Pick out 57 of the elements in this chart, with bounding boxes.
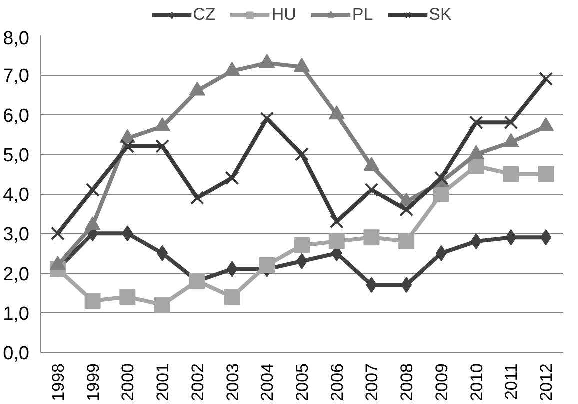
point: [154, 296, 171, 313]
point: [224, 289, 240, 306]
point: [400, 202, 414, 217]
point: [503, 166, 520, 182]
point: [433, 186, 450, 202]
y-tick-label: 0,0: [3, 344, 30, 364]
x-tick-label: 2000: [118, 363, 138, 402]
y-tick-label: 2,0: [3, 264, 30, 286]
point: [364, 230, 380, 246]
point: [539, 72, 554, 86]
x-tick-label: 2010: [467, 363, 486, 402]
x-tick-label: 2002: [188, 363, 208, 402]
y-tick-label: 1,0: [3, 304, 30, 325]
x-tick-label: 2008: [398, 363, 417, 402]
point: [190, 190, 204, 205]
point: [120, 139, 135, 154]
point: [84, 292, 101, 309]
point: [294, 238, 310, 254]
y-tick-label: 3,0: [3, 224, 30, 246]
point: [398, 234, 415, 250]
y-tick-label: 5,0: [3, 145, 30, 166]
point: [469, 116, 484, 130]
legend-label: SK: [429, 5, 452, 25]
point: [330, 214, 344, 229]
x-tick-label: 2005: [293, 363, 312, 402]
point: [120, 289, 136, 306]
y-tick-label: 8,0: [3, 28, 30, 50]
legend-label: CZ: [193, 5, 216, 25]
x-tick-label: 2003: [223, 363, 242, 402]
point: [86, 183, 100, 198]
x-tick-label: 2007: [362, 363, 382, 402]
y-tick-label: 7,0: [3, 66, 30, 88]
point: [364, 183, 379, 198]
point: [468, 158, 484, 174]
point: [294, 147, 310, 162]
y-tick-label: 6,0: [3, 106, 30, 127]
x-tick-label: 1999: [84, 363, 103, 402]
x-tick-label: 1998: [48, 363, 68, 402]
x-tick-label: 2004: [258, 363, 278, 402]
point: [294, 58, 310, 72]
x-tick-label: 2011: [502, 363, 522, 400]
point: [328, 234, 345, 250]
point: [259, 54, 276, 68]
legend-label: HU: [272, 5, 296, 25]
point: [538, 166, 554, 182]
point: [504, 116, 518, 130]
legend-label: PL: [352, 5, 374, 25]
x-tick-label: 2012: [537, 363, 556, 402]
point: [156, 139, 170, 154]
point: [260, 112, 274, 126]
point: [225, 171, 240, 186]
x-tick-label: 2009: [432, 363, 452, 402]
y-tick-label: 4,0: [3, 185, 30, 206]
point: [189, 273, 206, 290]
x-tick-label: 2001: [154, 363, 173, 402]
x-tick-label: 2006: [328, 363, 347, 402]
point: [50, 226, 65, 241]
